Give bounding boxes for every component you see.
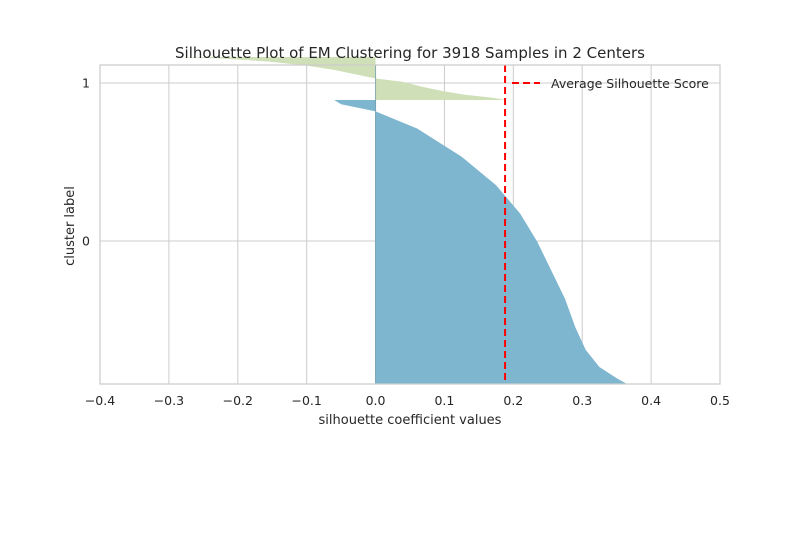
y-tick-label: 1 [82, 76, 90, 91]
x-axis-label: silhouette coefficient values [319, 413, 502, 428]
x-tick-label: −0.1 [291, 393, 321, 408]
plot-frame [99, 64, 721, 385]
y-tick-label: 0 [82, 234, 90, 249]
x-tick-label: 0.2 [503, 393, 523, 408]
x-tick-label: −0.2 [223, 393, 253, 408]
x-tick-label: 0.0 [366, 393, 386, 408]
y-axis-label: cluster label [63, 186, 78, 266]
chart-title: Silhouette Plot of EM Clustering for 391… [175, 44, 645, 62]
cluster-0-silhouette [334, 100, 627, 384]
legend: Average Silhouette Score [512, 76, 709, 91]
legend-label: Average Silhouette Score [551, 76, 709, 91]
x-tick-label: 0.1 [434, 393, 454, 408]
cluster-1-silhouette [175, 57, 507, 100]
x-tick-label: −0.3 [154, 393, 184, 408]
x-tick-label: −0.4 [85, 393, 115, 408]
x-tick-label: 0.3 [572, 393, 592, 408]
x-tick-label: 0.5 [710, 393, 730, 408]
x-tick-label: 0.4 [641, 393, 661, 408]
